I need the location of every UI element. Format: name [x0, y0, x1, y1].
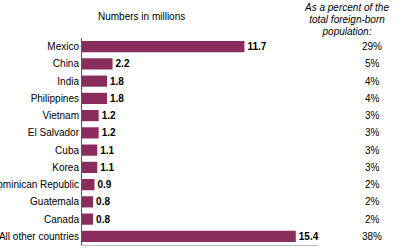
svg-text:Dominican Republic: Dominican Republic [0, 179, 79, 190]
svg-text:38%: 38% [362, 231, 382, 242]
svg-text:3%: 3% [365, 162, 380, 173]
html-text:As a percent of the total fore: As a percent of the total foreign-born p… [305, 2, 389, 37]
svg-text:29%: 29% [362, 41, 382, 52]
svg-text:4%: 4% [365, 93, 380, 104]
svg-text:2%: 2% [365, 179, 380, 190]
svg-text:0.9: 0.9 [97, 179, 111, 190]
svg-text:3%: 3% [365, 110, 380, 121]
svg-text:Cuba: Cuba [55, 145, 79, 156]
svg-text:Guatemala: Guatemala [30, 196, 79, 207]
svg-text:Vietnam: Vietnam [42, 110, 79, 121]
svg-text:0.8: 0.8 [96, 214, 110, 225]
svg-text:2%: 2% [365, 196, 380, 207]
svg-text:1.8: 1.8 [110, 93, 124, 104]
svg-text:Philippines: Philippines [31, 93, 79, 104]
svg-text:1.1: 1.1 [100, 162, 114, 173]
svg-text:China: China [53, 58, 80, 69]
svg-text:Numbers in millions: Numbers in millions [98, 11, 185, 22]
svg-text:Korea: Korea [52, 162, 79, 173]
svg-text:11.7: 11.7 [247, 41, 266, 52]
svg-text:All other countries: All other countries [0, 231, 79, 242]
svg-text:Canada: Canada [44, 214, 79, 225]
svg-text:3%: 3% [365, 145, 380, 156]
svg-text:3%: 3% [365, 127, 380, 138]
svg-text:1.8: 1.8 [110, 76, 124, 87]
svg-text:15.4: 15.4 [299, 231, 319, 242]
svg-text:5%: 5% [365, 58, 380, 69]
svg-text:2.2: 2.2 [116, 58, 130, 69]
svg-text:El Salvador: El Salvador [28, 127, 80, 138]
svg-text:0.8: 0.8 [96, 196, 110, 207]
svg-text:4%: 4% [365, 76, 380, 87]
svg-text:2%: 2% [365, 214, 380, 225]
svg-text:1.2: 1.2 [102, 127, 116, 138]
svg-text:India: India [57, 76, 79, 87]
svg-text:1.1: 1.1 [100, 145, 114, 156]
svg-text:1.2: 1.2 [102, 110, 116, 121]
svg-text:Mexico: Mexico [47, 41, 79, 52]
